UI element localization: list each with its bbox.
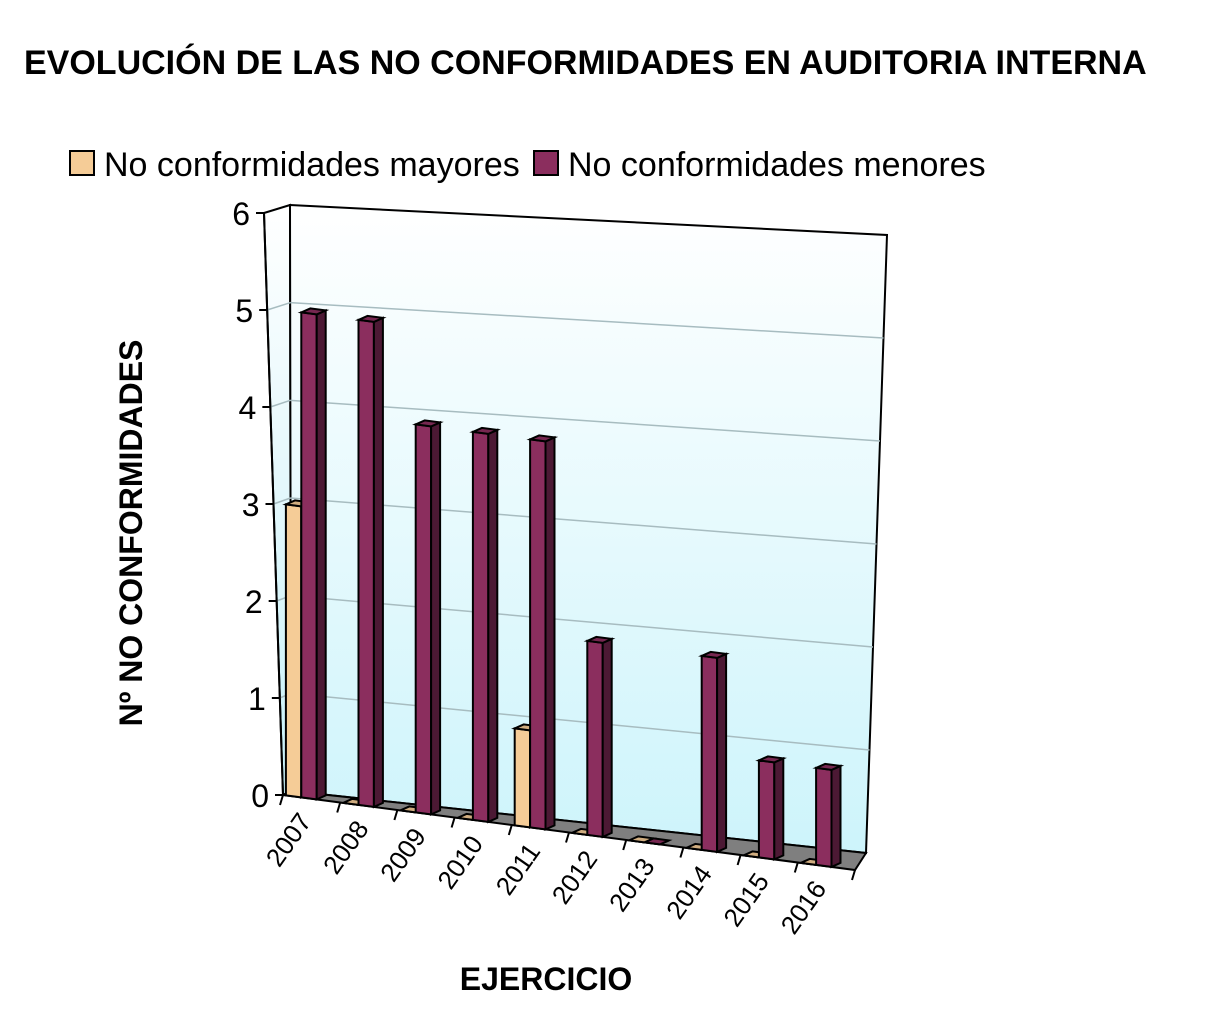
x-tick [679, 847, 685, 858]
gridline [290, 399, 881, 442]
y-tick-label: 6 [232, 196, 250, 232]
x-tick-label: 2013 [603, 852, 661, 917]
bar-menores-2014 [698, 650, 730, 854]
y-tick-label: 1 [248, 681, 266, 717]
bar-side [716, 652, 728, 854]
gridline [290, 692, 870, 751]
bar-front [471, 430, 490, 824]
gridline [273, 497, 291, 505]
x-tick [336, 802, 342, 813]
x-tick-label: 2010 [431, 830, 489, 895]
gridline [290, 301, 884, 339]
bar-top [354, 314, 387, 323]
bar-top [640, 837, 673, 846]
legend: No conformidades mayores No conformidade… [69, 146, 986, 184]
chart-title: EVOLUCIÓN DE LAS NO CONFORMIDADES EN AUD… [24, 44, 1147, 82]
x-tick-label: 2016 [774, 875, 832, 940]
bar-side [372, 316, 384, 809]
x-tick [851, 869, 856, 881]
bar-menores-2009 [412, 419, 444, 816]
bar-side [544, 435, 556, 831]
bar-side [830, 764, 842, 869]
y-axis: 0 1 2 3 4 5 6 [232, 196, 284, 814]
y-tick-label: 3 [242, 487, 260, 523]
x-tick [736, 854, 742, 866]
bar-front [357, 318, 375, 809]
bar-top [698, 650, 730, 659]
y-tick-label: 2 [245, 584, 263, 620]
bar-front [700, 654, 719, 854]
bar-side [315, 308, 327, 801]
x-tick-label: 2014 [660, 860, 718, 925]
bar-front [513, 727, 532, 829]
bar-menores-2008 [354, 314, 387, 809]
x-tick [450, 817, 456, 828]
bar-top [526, 434, 559, 443]
legend-swatch-mayores [69, 150, 95, 176]
bar-menores-2011 [526, 434, 559, 831]
x-tick [622, 839, 628, 851]
bar-side [773, 756, 785, 861]
gridlines [266, 301, 884, 751]
gridline [290, 497, 877, 545]
x-tick-label: 2011 [490, 837, 547, 900]
x-tick-label: 2012 [546, 845, 604, 910]
x-axis-title: EJERCICIO [460, 961, 632, 997]
bar-front [284, 503, 303, 799]
bar-top [755, 755, 787, 764]
bar-menores-2007 [297, 307, 330, 801]
bar-menores-2012 [583, 635, 616, 839]
bar-side [487, 428, 499, 824]
bar-front [300, 311, 318, 801]
y-tick-label: 0 [251, 778, 269, 814]
bar-top [297, 307, 330, 316]
x-tick-label: 2007 [260, 807, 318, 872]
x-tick-label: 2015 [717, 867, 775, 932]
bars [282, 307, 845, 869]
x-tick [507, 824, 513, 836]
bar-menores-2010 [469, 426, 501, 824]
bar-top [412, 419, 444, 428]
bar-menores-2013 [640, 837, 673, 846]
x-tick [565, 832, 570, 843]
bar-menores-2016 [812, 762, 845, 869]
y-tick-label: 5 [235, 293, 253, 329]
gridline [270, 399, 291, 408]
bar-top [812, 762, 845, 771]
x-tick [793, 862, 799, 873]
legend-label-menores: No conformidades menores [568, 146, 986, 184]
y-tick-label: 4 [239, 390, 257, 426]
bar-top [469, 426, 501, 435]
legend-label-mayores: No conformidades mayores [104, 146, 520, 184]
y-axis-title: Nº NO CONFORMIDADES [113, 340, 149, 727]
gridline [290, 594, 874, 648]
bar-side [430, 420, 442, 816]
bar-menores-2015 [755, 755, 787, 861]
x-tick-label: 2009 [374, 822, 432, 887]
bar-front [815, 766, 833, 869]
bar-side [601, 637, 613, 839]
bar-front [586, 639, 604, 839]
x-tick-label: 2008 [317, 815, 375, 880]
x-tick [279, 794, 284, 806]
bar-front [529, 438, 547, 831]
bar-top [583, 635, 616, 644]
gridline [266, 301, 291, 311]
bar-front [757, 759, 776, 861]
x-tick [393, 809, 399, 821]
bar-front [414, 423, 433, 816]
legend-swatch-menores [533, 150, 559, 176]
